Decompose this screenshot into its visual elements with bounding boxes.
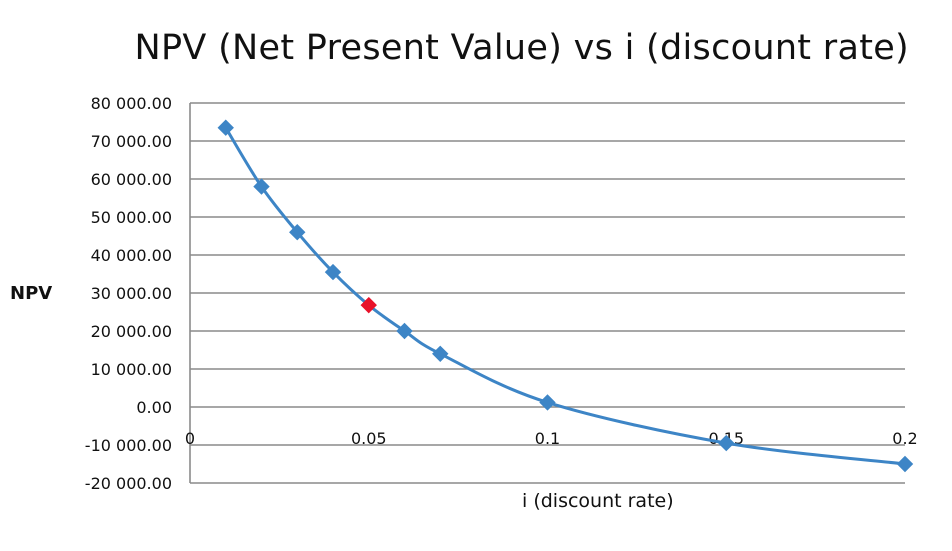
x-tick-label: 0 (185, 429, 195, 448)
y-tick-labels: -20 000.00 -10 000.00 0.00 10 000.00 20 000.… (85, 94, 172, 493)
y-tick-label: 40 000.00 (91, 246, 172, 265)
x-axis-label: i (discount rate) (522, 490, 674, 512)
data-point (253, 178, 270, 195)
y-tick-label: 30 000.00 (91, 284, 172, 303)
y-tick-label: 70 000.00 (91, 132, 172, 151)
data-point (217, 119, 234, 136)
data-point (324, 263, 342, 281)
data-point (396, 322, 413, 340)
series-npv (217, 119, 914, 473)
x-tick-labels: 00.050.10.150.2 (185, 429, 918, 448)
y-axis-label: NPV (10, 283, 53, 304)
x-tick-label: 0.2 (892, 429, 917, 448)
y-tick-label: 50 000.00 (91, 208, 172, 227)
series-line (224, 126, 906, 466)
x-tick-label: 0.05 (351, 429, 387, 448)
data-point (539, 394, 556, 411)
y-tick-label: 60 000.00 (91, 170, 172, 189)
data-point (896, 455, 914, 473)
data-point (289, 223, 306, 241)
y-tick-label: 0.00 (136, 398, 172, 417)
data-point (432, 345, 449, 363)
y-tick-label: 20 000.00 (91, 322, 172, 341)
y-tick-label: 10 000.00 (91, 360, 172, 379)
y-tick-label: -10 000.00 (85, 436, 172, 455)
x-tick-label: 0.1 (535, 429, 560, 448)
data-point (718, 434, 735, 452)
highlighted-point (360, 296, 377, 314)
y-tick-label: -20 000.00 (85, 474, 172, 493)
chart-title: NPV (Net Present Value) vs i (discount r… (134, 28, 909, 68)
grid-lines (189, 102, 905, 484)
y-tick-label: 80 000.00 (91, 94, 172, 113)
